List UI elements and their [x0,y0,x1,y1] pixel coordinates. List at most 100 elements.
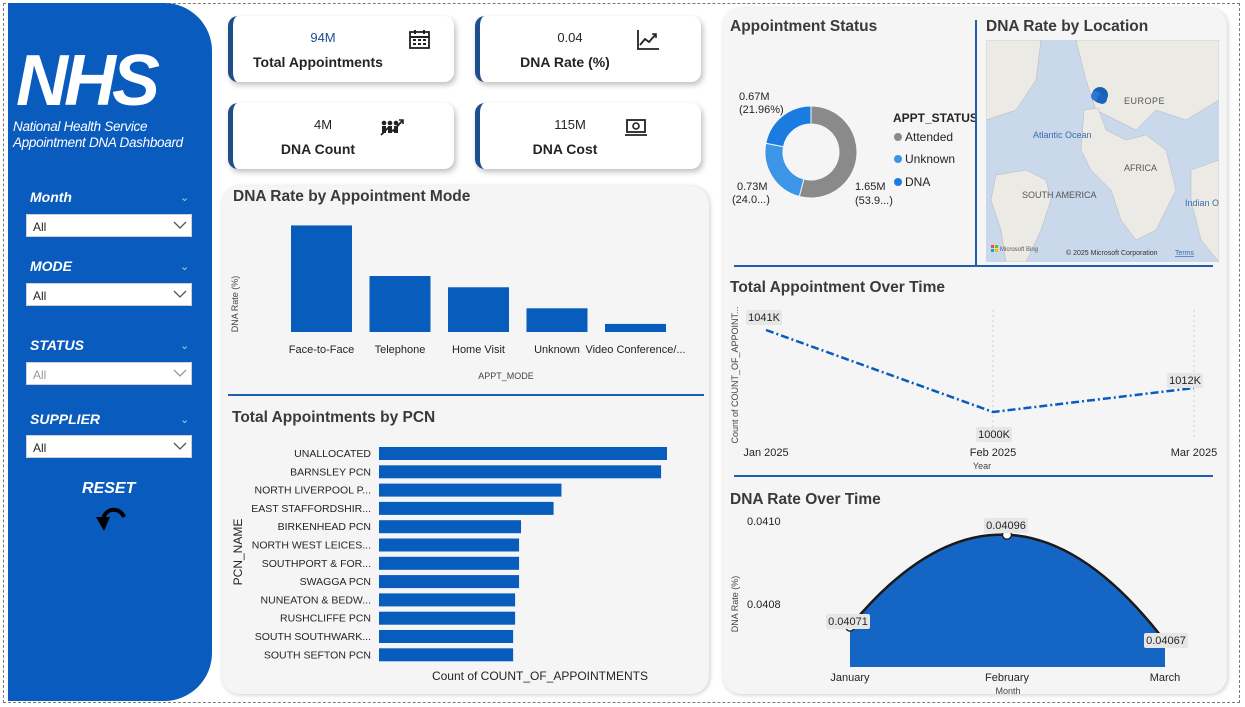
panel-divider [228,394,704,396]
map-label-europe: EUROPE [1124,96,1165,106]
dna-time-chart-title: DNA Rate Over Time [730,491,881,508]
kpi-card-total-appointments: 94M Total Appointments [228,16,454,82]
chevron-down-icon [173,290,187,298]
legend-dot-unknown [894,155,902,163]
status-chart-title: Appointment Status [730,18,878,35]
mode-category-label: Telephone [375,344,426,356]
reset-button[interactable]: RESET [82,480,136,497]
pcn-category-label: SWAGGA PCN [300,576,371,588]
mode-dropdown-value: All [33,289,47,303]
pcn-category-label: SOUTHPORT & FOR... [262,558,371,570]
pcn-category-label: NORTH WEST LEICES... [252,540,371,552]
pcn-category-label: BIRKENHEAD PCN [278,521,371,533]
status-dropdown[interactable]: All [26,362,192,385]
status-dropdown-value: All [33,368,47,382]
world-map-graphic: EUROPE Atlantic Ocean AFRICA SOUTH AMERI… [986,40,1219,262]
mode-bar[interactable] [605,323,666,332]
kpi-value: 94M [310,30,336,45]
pcn-bar[interactable] [379,538,520,552]
donut-slice-dna[interactable] [765,105,812,148]
donut-label-attended-pct: (53.9...) [855,195,893,207]
data-label: 0.04067 [1146,635,1186,647]
mode-chart-title: DNA Rate by Appointment Mode [233,188,471,205]
legend-item-unknown: Unknown [905,152,955,166]
y-tick-label: 0.0410 [747,516,781,528]
pcn-category-label: SOUTH SOUTHWARK... [255,631,371,643]
x-tick-label: February [985,672,1030,684]
panel-divider [734,265,1213,267]
map-bubble[interactable] [1097,94,1107,104]
donut-label-unknown-value: 0.73M [737,181,768,193]
dna-rate-area-chart: DNA Rate (%) 0.0410 0.0408 0.04071 Januar… [730,516,1188,696]
data-label: 1012K [1169,375,1201,387]
pcn-category-label: NORTH LIVERPOOL P... [254,485,371,497]
slicer-label-mode: MODE [30,258,72,274]
mode-dropdown[interactable]: All [26,283,192,306]
pcn-bar[interactable] [379,593,516,607]
time-chart-title: Total Appointment Over Time [730,279,946,296]
supplier-dropdown-value: All [33,441,47,455]
data-label: 1041K [748,312,780,324]
pcn-bar[interactable] [379,520,522,534]
data-label: 1000K [978,429,1010,441]
mode-bar[interactable] [291,225,352,332]
pcn-bar[interactable] [379,575,520,589]
pcn-bar[interactable] [379,501,554,515]
data-label-bg [1167,373,1203,388]
supplier-dropdown[interactable]: All [26,435,192,458]
mode-bar[interactable] [448,287,509,332]
undo-arrow-icon[interactable] [94,505,128,535]
legend-item-dna: DNA [905,175,930,189]
month-dropdown[interactable]: All [26,214,192,237]
calendar-icon [409,30,430,49]
chevron-down-icon[interactable]: ⌄ [180,414,190,426]
pcn-bar[interactable] [379,556,520,570]
line-chart-icon [637,30,659,50]
pcn-bar[interactable] [379,465,662,479]
money-icon [625,119,647,136]
pcn-y-axis-label: PCN_NAME [231,519,245,586]
chevron-down-icon[interactable]: ⌄ [180,340,190,352]
chevron-down-icon[interactable]: ⌄ [180,192,190,204]
location-map[interactable]: EUROPE Atlantic Ocean AFRICA SOUTH AMERI… [986,40,1219,262]
pcn-category-label: NUNEATON & BEDW... [261,594,371,606]
legend-title: APPT_STATUS [893,111,976,125]
map-terms-link[interactable]: Terms [1175,250,1195,257]
mode-bar[interactable] [526,308,588,332]
appointment-line[interactable] [765,328,1195,414]
kpi-label: DNA Rate (%) [520,54,610,70]
month-dropdown-value: All [33,220,47,234]
mode-x-axis-label: APPT_MODE [478,371,534,381]
chevron-down-icon [173,221,187,229]
pcn-category-label: RUSHCLIFFE PCN [280,613,371,625]
pcn-bar[interactable] [379,648,514,662]
data-label-bg [746,310,782,325]
time-x-axis-label: Year [973,461,991,471]
map-label-africa: AFRICA [1124,163,1157,173]
pcn-bar-chart: PCN_NAME UNALLOCATED BARNSLEY PCN NORTH LI… [231,447,667,683]
chevron-down-icon[interactable]: ⌄ [180,261,190,273]
data-label: 0.04096 [986,520,1026,532]
pcn-category-label: UNALLOCATED [294,448,371,460]
pcn-bar[interactable] [379,447,667,460]
donut-slice-attended[interactable] [798,105,858,199]
dashboard-frame [3,3,1240,703]
time-y-axis-label: Count of COUNT_OF_APPOINT... [730,306,740,443]
mode-bar[interactable] [369,276,431,332]
pcn-bar[interactable] [379,483,562,497]
map-label-indian: Indian O [1185,198,1219,208]
data-label-bg [826,614,870,629]
people-trend-icon [380,119,404,136]
donut-slice-unknown[interactable] [764,142,805,198]
chevron-down-icon [173,442,187,450]
mode-category-label: Unknown [534,344,580,356]
data-label: 0.04071 [828,616,868,628]
kpi-label: DNA Count [280,141,356,157]
map-brand: Microsoft Bing [1000,247,1038,253]
x-tick-label: January [830,672,870,684]
kpi-value: 0.04 [557,30,583,45]
pcn-bar[interactable] [379,630,514,643]
subtitle-line-1: National Health Service [13,119,148,134]
map-label-atlantic: Atlantic Ocean [1033,130,1092,140]
pcn-bar[interactable] [379,611,516,625]
